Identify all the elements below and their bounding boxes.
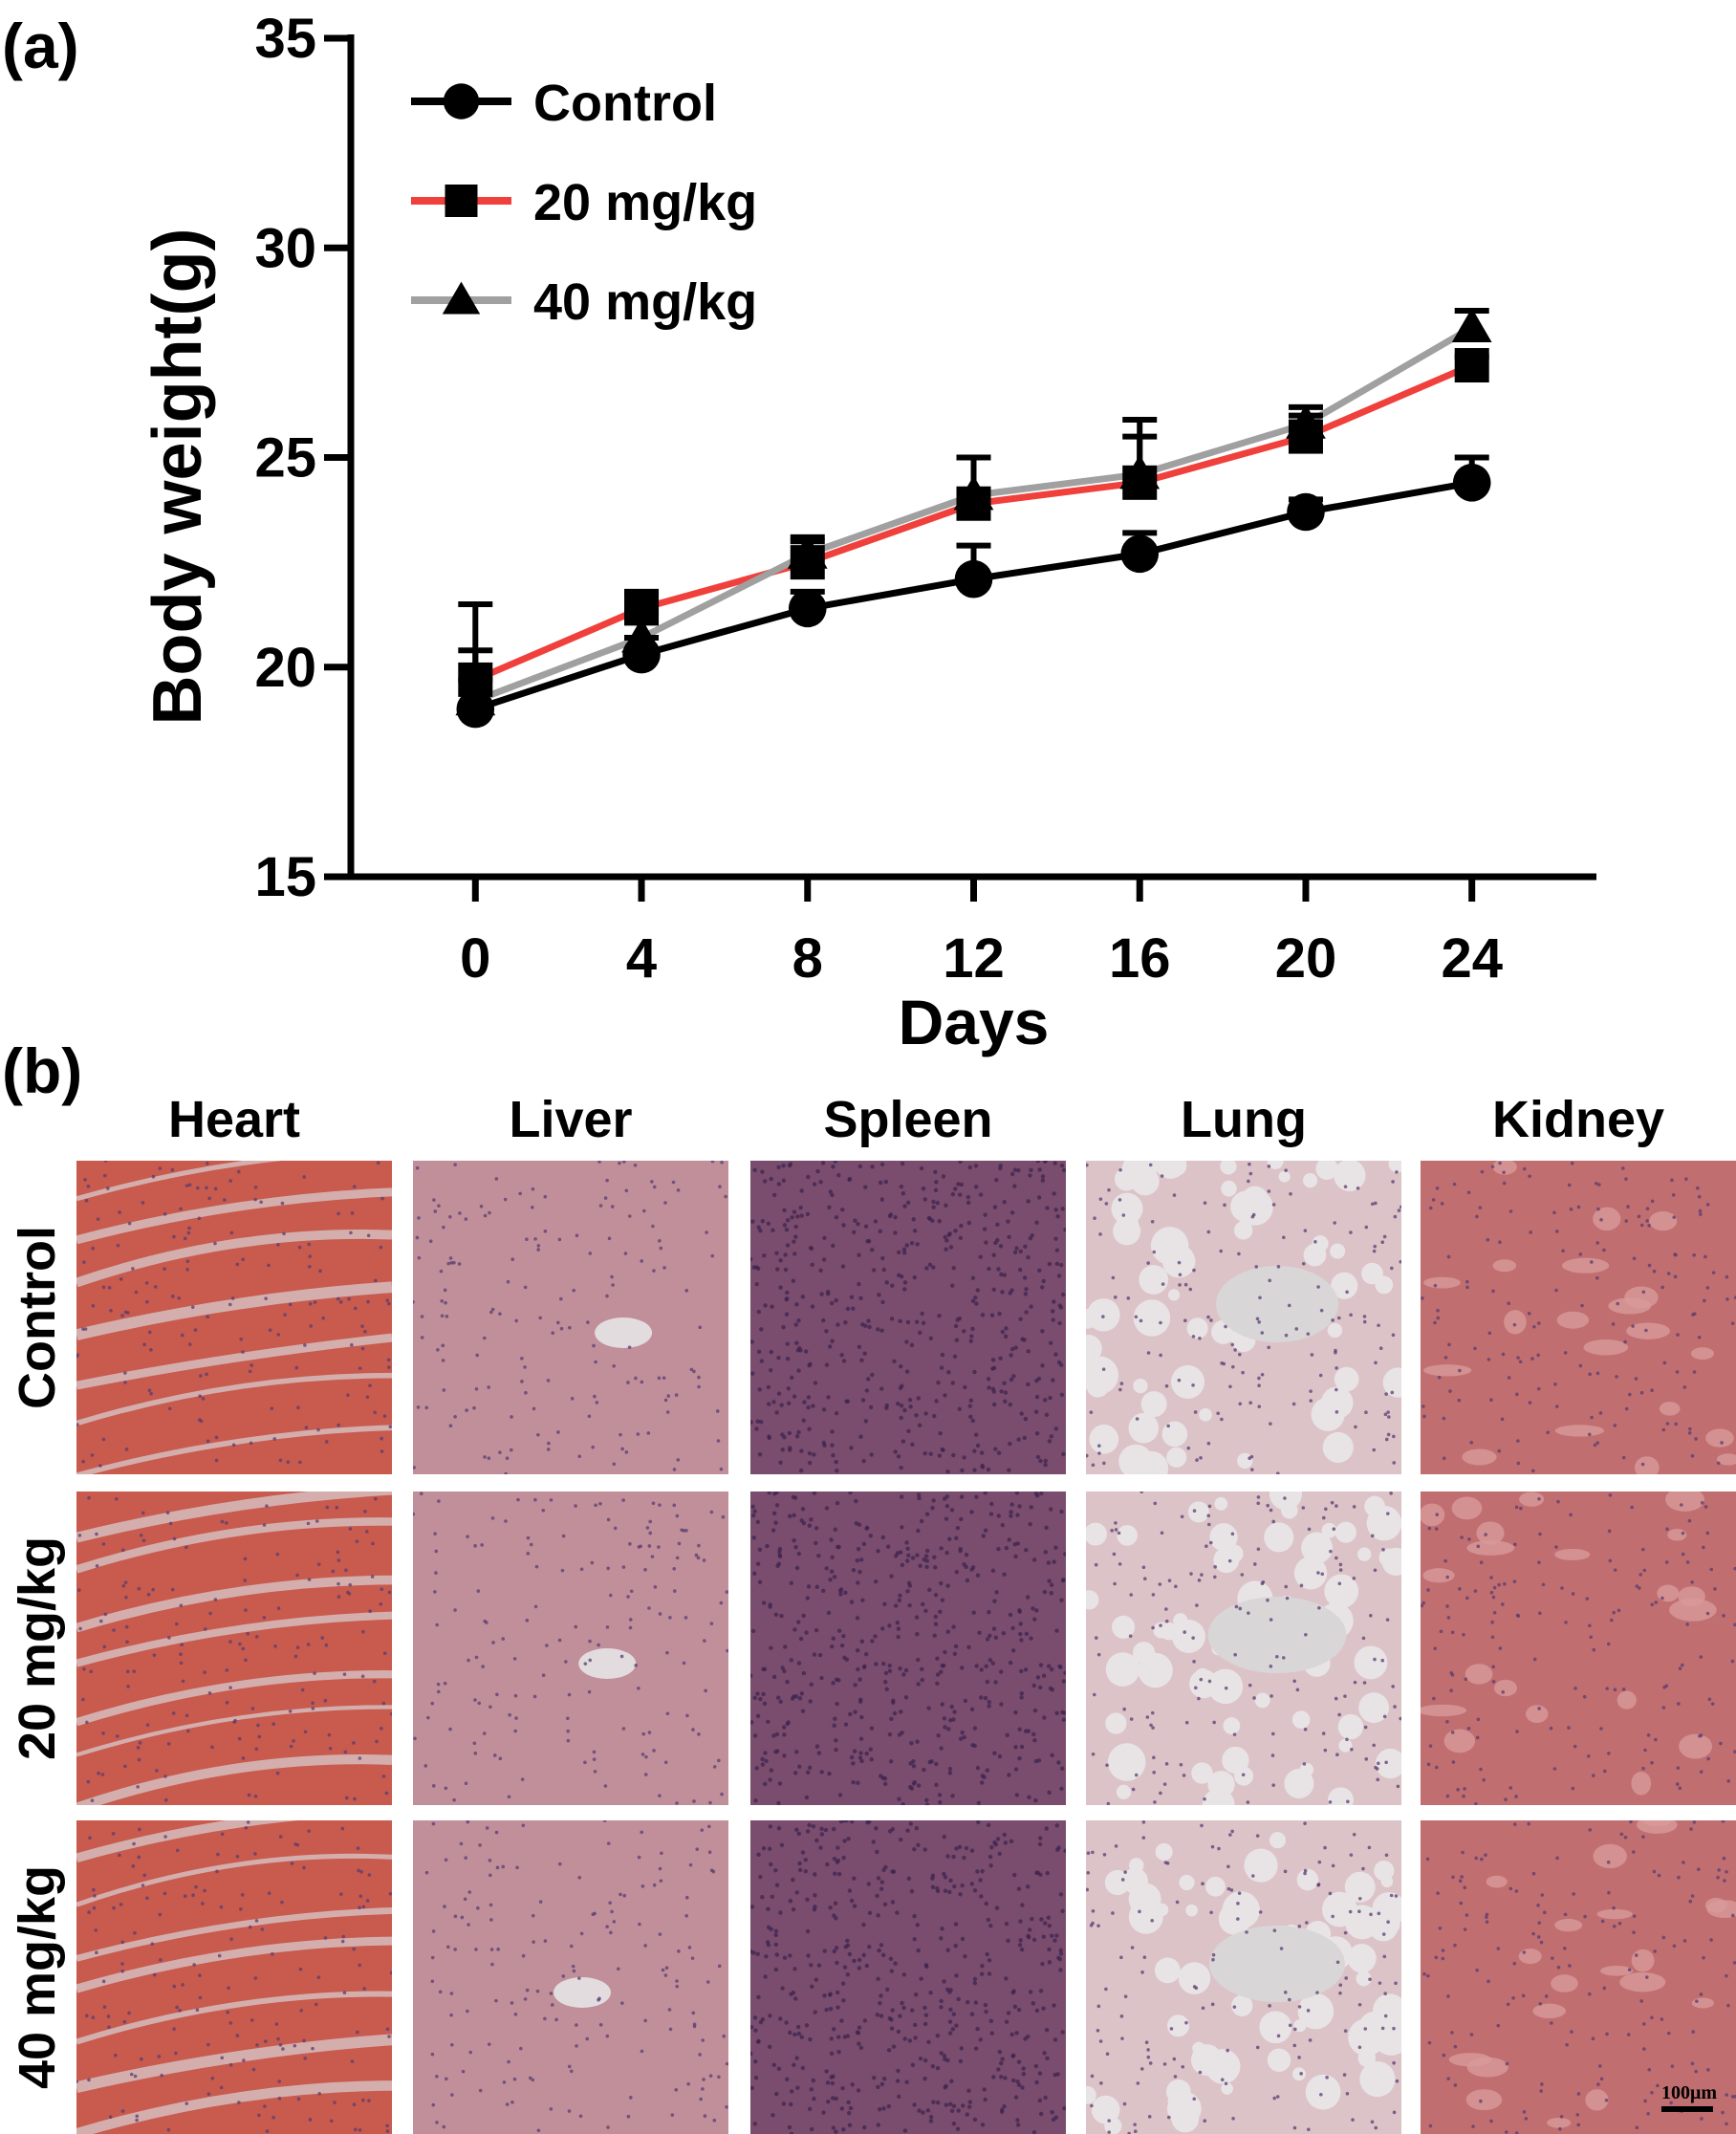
data-point-0	[788, 589, 827, 628]
histology-image-kidney	[1421, 1161, 1736, 1474]
histology-image-liver	[413, 1492, 728, 1805]
histology-image-spleen	[750, 1161, 1066, 1474]
legend-entry: Control	[411, 75, 717, 132]
data-point-2	[1286, 403, 1326, 439]
data-point-2	[787, 534, 828, 569]
y-tick-label: 30	[254, 217, 316, 279]
data-point-0	[1120, 534, 1160, 574]
row-title: 40 mg/kg	[9, 1864, 66, 2090]
legend-entry: 20 mg/kg	[411, 174, 757, 231]
x-tick-label: 0	[460, 927, 490, 990]
data-point-2	[621, 618, 662, 653]
legend-label: Control	[533, 75, 717, 132]
legend-swatch-marker	[442, 281, 481, 315]
x-tick-label: 4	[626, 927, 657, 990]
data-point-0	[954, 559, 993, 599]
data-point-2	[1451, 308, 1492, 342]
data-point-2	[953, 475, 994, 511]
legend-label: 20 mg/kg	[533, 174, 757, 231]
x-tick-label: 16	[1109, 927, 1171, 990]
panel-b-label: (b)	[2, 1035, 83, 1106]
x-tick-label: 12	[943, 927, 1005, 990]
histology-image-spleen	[750, 1820, 1066, 2134]
column-title-liver: Liver	[509, 1091, 633, 1148]
data-point-0	[1287, 492, 1325, 532]
x-tick-label: 20	[1275, 927, 1337, 990]
column-title-kidney: Kidney	[1491, 1091, 1665, 1148]
row-title: Control	[9, 1226, 66, 1409]
histology-image-spleen	[750, 1492, 1066, 1805]
data-point-2	[455, 681, 496, 716]
y-tick-label: 35	[254, 8, 316, 70]
histology-image-heart	[76, 1161, 392, 1474]
legend-entry: 40 mg/kg	[411, 273, 757, 331]
legend-label: 40 mg/kg	[533, 273, 757, 331]
row-title: 20 mg/kg	[9, 1535, 66, 1761]
x-tick-label: 24	[1441, 927, 1503, 990]
data-point-1	[1454, 348, 1489, 383]
histology-image-kidney	[1421, 1492, 1736, 1805]
scale-bar-label: 100μm	[1661, 2082, 1717, 2103]
column-title-heart: Heart	[167, 1091, 301, 1148]
histology-image-lung	[1086, 1820, 1401, 2134]
histology-image-kidney	[1421, 1820, 1736, 2134]
histology-image-liver	[413, 1161, 728, 1474]
panel-a-label: (a)	[2, 11, 79, 81]
histology-image-liver	[413, 1820, 728, 2134]
histology-image-heart	[76, 1492, 392, 1805]
histology-image-lung	[1086, 1492, 1401, 1805]
histology-image-lung	[1086, 1161, 1401, 1474]
y-tick-label: 15	[254, 846, 316, 908]
scale-bar: 100μm	[1661, 2082, 1717, 2112]
x-tick-label: 8	[792, 927, 823, 990]
y-axis-label: Body weight(g)	[140, 229, 216, 726]
column-title-lung: Lung	[1181, 1091, 1307, 1148]
data-point-0	[1452, 464, 1491, 502]
legend-swatch-marker	[445, 185, 478, 217]
data-point-2	[1119, 454, 1161, 490]
legend-swatch-marker	[443, 83, 480, 120]
y-tick-label: 25	[254, 427, 316, 490]
x-axis-label: Days	[899, 987, 1050, 1057]
histology-image-heart	[76, 1820, 392, 2134]
scale-bar-line	[1661, 2106, 1713, 2112]
y-tick-label: 20	[254, 637, 316, 699]
column-title-spleen: Spleen	[823, 1091, 993, 1148]
